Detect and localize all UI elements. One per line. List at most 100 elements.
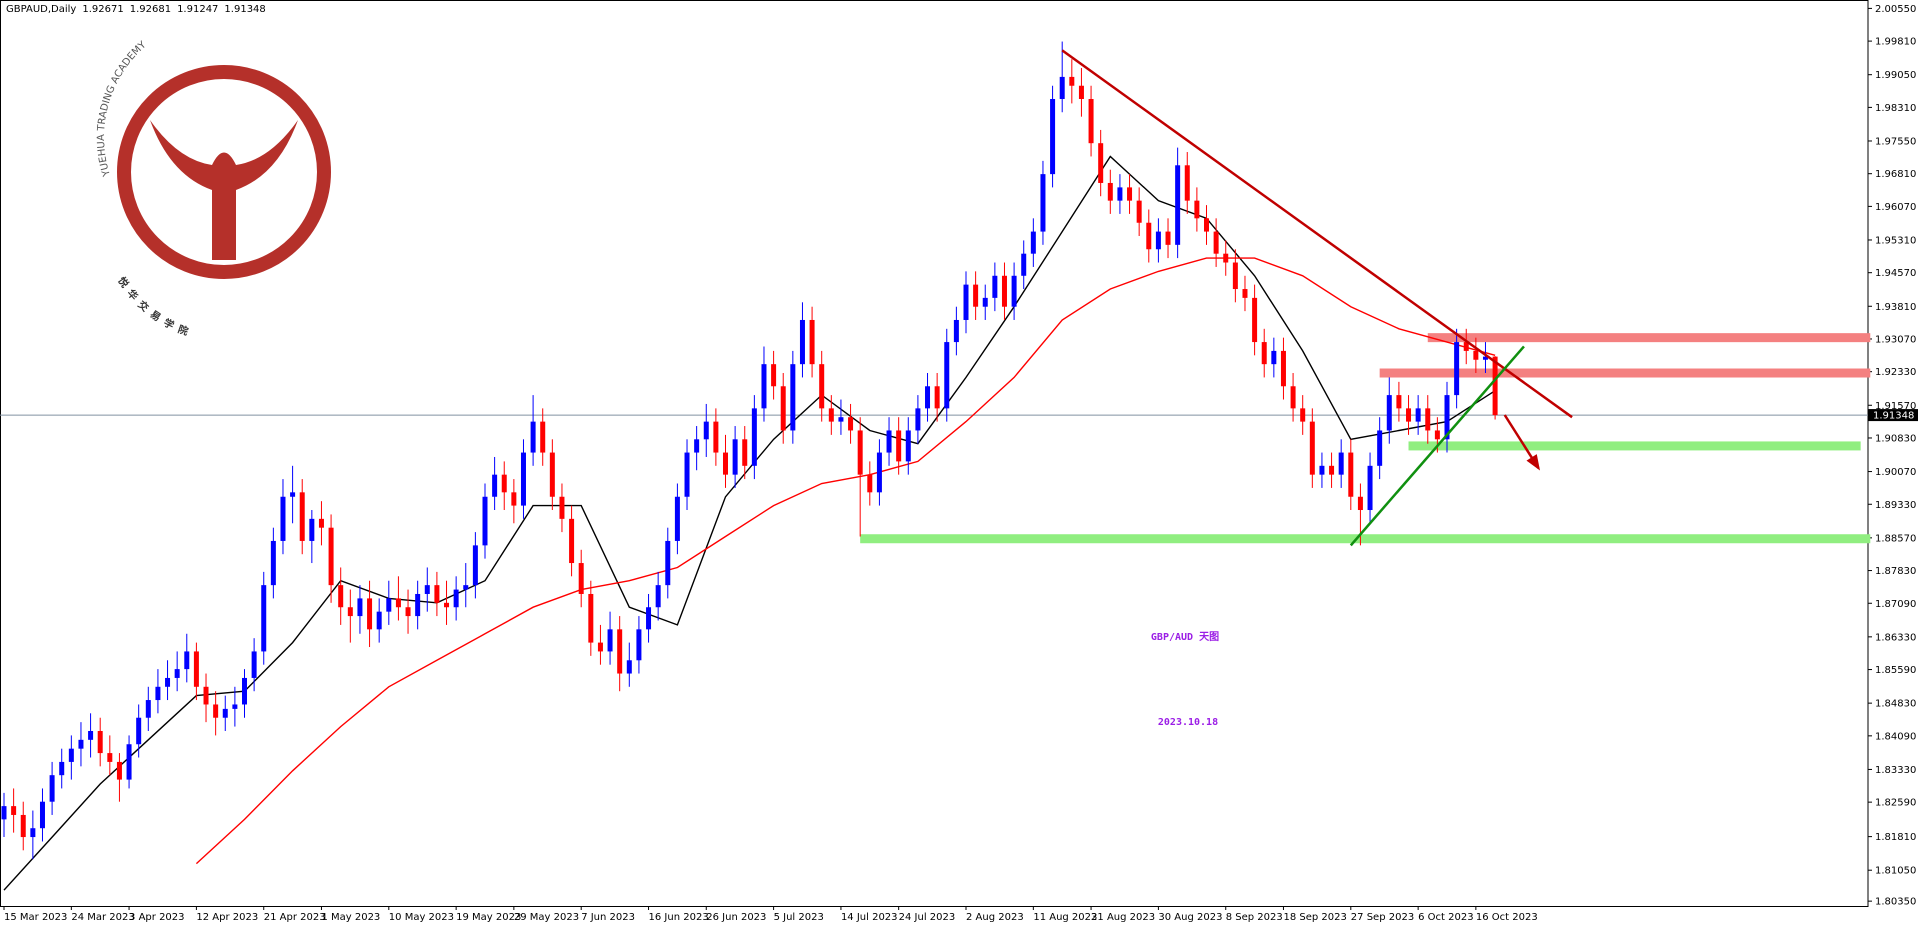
- high: 1.92681: [129, 4, 172, 15]
- candle-body: [501, 474, 507, 493]
- candle-body: [347, 607, 353, 617]
- candle-body: [1319, 465, 1325, 475]
- price-zone: [860, 534, 1871, 544]
- candle-body: [1117, 187, 1123, 201]
- candle-body: [290, 492, 296, 497]
- logo: YUEHUA TRADING ACADEMY 悦华交易学院: [96, 39, 331, 340]
- candle-body: [1425, 408, 1431, 431]
- candle-body: [896, 430, 902, 462]
- price-label: 1.91348: [1873, 411, 1914, 422]
- candle-body: [1309, 421, 1315, 475]
- candle-body: [1329, 465, 1335, 475]
- y-tick-label: 1.97550: [1875, 136, 1916, 147]
- candle-body: [261, 585, 267, 652]
- candle-body: [1069, 76, 1075, 86]
- candle-body: [1175, 165, 1181, 245]
- x-tick-label: 8 Sep 2023: [1226, 912, 1283, 923]
- candle-body: [886, 430, 892, 453]
- candle-body: [309, 518, 315, 541]
- logo-mark: [150, 120, 298, 260]
- candle-body: [1338, 452, 1344, 475]
- candle-body: [136, 717, 142, 745]
- candle-body: [367, 598, 373, 630]
- candle-body: [444, 602, 450, 608]
- candle-body: [88, 730, 94, 740]
- x-tick-label: 14 Jul 2023: [841, 912, 898, 923]
- candle-body: [1348, 452, 1354, 497]
- candle-body: [251, 651, 257, 678]
- candle-body: [838, 417, 844, 422]
- candle-body: [992, 275, 998, 298]
- candle-body: [1088, 98, 1094, 144]
- candle-body: [828, 408, 834, 422]
- candle-body: [338, 585, 344, 608]
- x-tick-label: 10 May 2023: [389, 912, 454, 923]
- y-tick-label: 1.84090: [1875, 731, 1916, 742]
- candle-body: [11, 806, 17, 815]
- candle-body: [299, 492, 305, 541]
- y-tick-label: 1.90070: [1875, 467, 1916, 478]
- candle-body: [1127, 187, 1133, 201]
- x-tick-label: 21 Apr 2023: [264, 912, 326, 923]
- candle-body: [193, 651, 199, 687]
- candle-body: [597, 642, 603, 652]
- candle-body: [318, 518, 324, 528]
- candle-body: [1444, 395, 1450, 440]
- chart-subtitle: 2023.10.18: [1158, 717, 1218, 728]
- candle-body: [386, 598, 392, 612]
- candle-body: [453, 589, 459, 608]
- candle-body: [1232, 262, 1238, 290]
- candle-body: [1030, 231, 1036, 254]
- candle-body: [799, 319, 805, 365]
- y-tick-label: 1.80350: [1875, 897, 1916, 908]
- candle-body: [790, 364, 796, 431]
- candle-body: [1396, 395, 1402, 409]
- header: GBPAUD,Daily 1.92671 1.92681 1.91247 1.9…: [6, 4, 266, 15]
- y-tick-label: 1.96810: [1875, 169, 1916, 180]
- candle-body: [934, 386, 940, 409]
- x-tick-label: 19 May 2023: [456, 912, 521, 923]
- candle-body: [434, 585, 440, 603]
- candle-body: [982, 297, 988, 307]
- y-tick-label: 1.87830: [1875, 566, 1916, 577]
- candle-body: [915, 408, 921, 431]
- trendline: [1061, 49, 1573, 419]
- candle-body: [232, 704, 238, 709]
- x-tick-label: 7 Jun 2023: [581, 912, 635, 923]
- candle-body: [1146, 222, 1152, 250]
- y-tick-label: 1.83330: [1875, 765, 1916, 776]
- candle-body: [1213, 231, 1219, 254]
- y-tick-label: 1.94570: [1875, 268, 1916, 279]
- candle-body: [203, 686, 209, 705]
- candle-body: [174, 669, 180, 678]
- x-tick-label: 11 Aug 2023: [1033, 912, 1097, 923]
- y-tick-label: 1.81810: [1875, 832, 1916, 843]
- candle-body: [1280, 350, 1286, 387]
- candle-body: [328, 527, 334, 586]
- y-tick-label: 1.99810: [1875, 37, 1916, 48]
- y-tick-label: 1.92330: [1875, 367, 1916, 378]
- candle-body: [1050, 98, 1056, 175]
- arrow-head: [1526, 454, 1540, 471]
- candle-body: [357, 598, 363, 617]
- candle-body: [694, 439, 700, 453]
- x-tick-label: 29 May 2023: [514, 912, 579, 923]
- candle-body: [145, 700, 151, 718]
- candle-body: [617, 629, 623, 674]
- candle-body: [771, 364, 777, 387]
- candle-body: [222, 708, 228, 718]
- candle-body: [1271, 350, 1277, 365]
- y-tick-label: 1.93810: [1875, 302, 1916, 313]
- candle-body: [1155, 231, 1161, 250]
- candle-body: [963, 284, 969, 320]
- x-tick-label: 6 Oct 2023: [1418, 912, 1473, 923]
- logo-ring: [117, 65, 331, 279]
- candle-body: [1377, 430, 1383, 466]
- candle-body: [732, 439, 738, 475]
- symbol: GBPAUD,Daily: [6, 4, 77, 15]
- candle-body: [1406, 408, 1412, 422]
- candle-body: [1098, 143, 1104, 183]
- candle-body: [49, 775, 55, 802]
